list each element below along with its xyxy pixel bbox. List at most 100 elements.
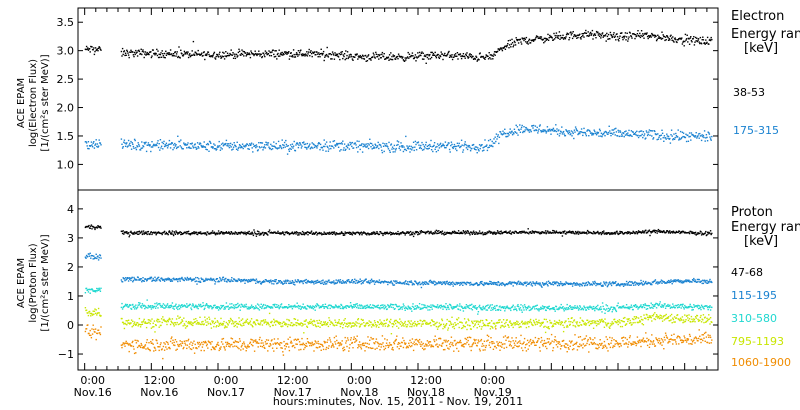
data-point xyxy=(181,53,183,55)
data-point xyxy=(469,284,471,286)
data-point xyxy=(144,307,146,310)
data-point xyxy=(170,143,172,145)
data-point xyxy=(334,145,337,147)
data-point xyxy=(359,148,361,151)
data-point xyxy=(280,304,282,306)
data-point xyxy=(357,231,360,234)
data-point xyxy=(149,306,151,308)
data-point xyxy=(343,143,346,145)
data-point xyxy=(462,284,464,286)
data-point xyxy=(450,282,452,285)
data-point xyxy=(607,284,609,287)
data-point xyxy=(310,230,313,232)
data-point xyxy=(592,133,595,135)
data-point xyxy=(463,282,466,284)
data-point xyxy=(589,305,591,307)
data-point xyxy=(171,53,173,55)
data-point xyxy=(329,141,331,143)
data-point xyxy=(195,51,197,54)
data-point xyxy=(388,306,390,309)
data-point xyxy=(371,148,373,150)
data-point xyxy=(675,230,678,233)
data-point xyxy=(678,230,681,232)
data-point xyxy=(204,232,207,234)
data-point xyxy=(132,303,134,306)
data-point xyxy=(253,54,255,57)
data-point xyxy=(585,309,588,311)
data-point xyxy=(444,283,447,286)
data-point xyxy=(291,232,293,234)
data-point xyxy=(406,145,408,147)
data-point xyxy=(247,232,250,235)
data-point xyxy=(427,309,429,311)
data-point xyxy=(450,306,453,308)
data-point xyxy=(183,53,185,56)
data-point xyxy=(211,230,214,232)
data-point xyxy=(569,283,571,285)
data-point xyxy=(134,53,136,56)
data-point xyxy=(308,145,310,147)
data-point xyxy=(96,257,98,260)
data-point xyxy=(616,284,619,286)
data-point xyxy=(578,283,580,285)
data-point xyxy=(699,132,701,135)
data-point xyxy=(598,128,601,130)
data-point xyxy=(290,148,292,150)
data-point xyxy=(534,284,537,286)
data-point xyxy=(593,231,595,234)
data-point xyxy=(430,56,433,59)
data-point xyxy=(275,50,277,52)
data-point xyxy=(246,306,248,308)
data-point xyxy=(546,307,549,309)
data-point xyxy=(680,231,682,233)
data-point xyxy=(514,306,516,308)
data-point xyxy=(629,233,631,235)
data-point xyxy=(465,230,467,232)
data-point xyxy=(614,35,616,37)
data-point xyxy=(307,234,309,236)
data-point xyxy=(190,280,193,282)
data-point xyxy=(580,38,582,40)
data-point xyxy=(615,131,618,133)
data-point xyxy=(586,233,588,235)
data-point xyxy=(436,304,439,306)
data-point xyxy=(271,148,274,150)
data-point xyxy=(669,35,672,37)
data-point xyxy=(660,279,663,281)
data-point xyxy=(375,281,377,283)
data-point xyxy=(528,39,530,42)
data-point xyxy=(235,232,238,234)
data-point xyxy=(408,148,410,150)
data-point xyxy=(456,283,459,285)
data-point xyxy=(651,231,654,233)
data-point xyxy=(493,53,495,55)
data-point xyxy=(180,277,183,279)
data-point xyxy=(367,306,370,309)
data-point xyxy=(207,51,210,53)
data-point xyxy=(195,305,198,308)
data-point xyxy=(226,144,228,147)
data-point xyxy=(555,283,557,285)
data-point xyxy=(216,54,219,56)
data-point xyxy=(159,279,161,281)
data-point xyxy=(133,278,136,280)
data-point xyxy=(289,306,291,308)
data-point xyxy=(637,34,640,37)
data-point xyxy=(429,145,432,147)
data-point xyxy=(342,57,344,60)
data-point xyxy=(682,41,684,43)
data-point xyxy=(275,279,277,281)
data-point xyxy=(618,232,621,235)
data-point xyxy=(558,31,561,33)
data-point xyxy=(540,129,542,132)
data-point xyxy=(395,304,397,306)
data-point xyxy=(213,148,216,150)
data-point xyxy=(523,282,526,285)
data-point xyxy=(252,143,255,145)
data-point xyxy=(254,307,256,310)
data-point xyxy=(617,129,619,132)
data-point xyxy=(128,56,130,59)
data-point xyxy=(672,230,675,232)
data-point xyxy=(400,55,403,58)
data-point xyxy=(98,287,100,289)
